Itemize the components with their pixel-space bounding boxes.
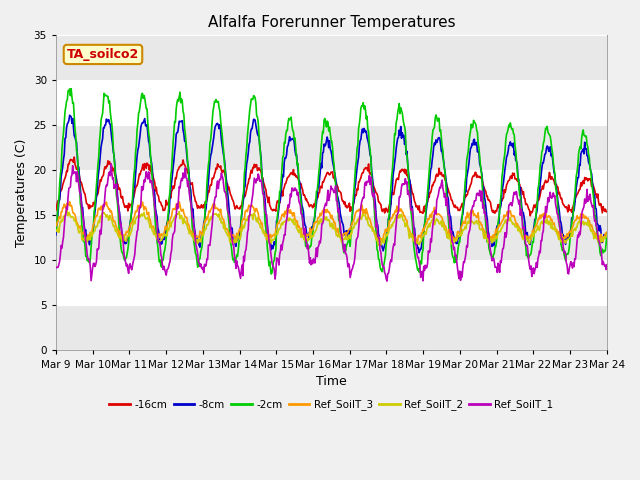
-2cm <box>120 252 127 258</box>
-8cm <box>52 232 60 238</box>
-16cm <box>205 188 212 193</box>
-16cm <box>175 164 183 170</box>
Ref_SoilT_2 <box>205 221 212 227</box>
-16cm <box>527 213 534 219</box>
-2cm <box>416 263 424 268</box>
Ref_SoilT_2 <box>62 209 70 215</box>
Ref_SoilT_2 <box>120 234 127 240</box>
-8cm <box>175 119 183 124</box>
-8cm <box>62 135 70 141</box>
Ref_SoilT_3 <box>205 212 212 217</box>
Bar <box>56 125 607 170</box>
-8cm <box>603 230 611 236</box>
Ref_SoilT_1 <box>62 212 70 218</box>
Ref_SoilT_1 <box>107 161 115 167</box>
Line: -16cm: -16cm <box>56 157 607 216</box>
-2cm <box>175 94 183 99</box>
Ref_SoilT_3 <box>66 199 74 204</box>
-8cm <box>399 134 407 140</box>
-8cm <box>205 180 212 185</box>
-16cm <box>120 200 127 205</box>
Ref_SoilT_1 <box>175 184 183 190</box>
Ref_SoilT_1 <box>205 242 212 248</box>
Ref_SoilT_3 <box>175 199 183 204</box>
Ref_SoilT_3 <box>399 210 407 216</box>
Ref_SoilT_3 <box>120 232 127 238</box>
-8cm <box>416 247 424 252</box>
Ref_SoilT_1 <box>120 240 127 246</box>
Bar <box>56 216 607 261</box>
Ref_SoilT_3 <box>415 233 423 239</box>
-16cm <box>415 203 423 209</box>
Line: Ref_SoilT_2: Ref_SoilT_2 <box>56 210 607 246</box>
-16cm <box>52 207 60 213</box>
Title: Alfalfa Forerunner Temperatures: Alfalfa Forerunner Temperatures <box>207 15 455 30</box>
-2cm <box>52 227 60 233</box>
Line: Ref_SoilT_3: Ref_SoilT_3 <box>56 202 607 242</box>
-8cm <box>66 112 74 118</box>
Bar <box>56 36 607 80</box>
Y-axis label: Temperatures (C): Temperatures (C) <box>15 139 28 247</box>
Ref_SoilT_1 <box>383 278 391 284</box>
-16cm <box>70 154 78 160</box>
-2cm <box>205 162 212 168</box>
-2cm <box>400 121 408 127</box>
Bar <box>56 305 607 350</box>
Ref_SoilT_3 <box>603 229 611 235</box>
Line: -8cm: -8cm <box>56 115 607 252</box>
-2cm <box>67 86 75 92</box>
Ref_SoilT_2 <box>376 243 383 249</box>
Legend: -16cm, -8cm, -2cm, Ref_SoilT_3, Ref_SoilT_2, Ref_SoilT_1: -16cm, -8cm, -2cm, Ref_SoilT_3, Ref_Soil… <box>105 396 557 415</box>
Ref_SoilT_1 <box>52 265 60 271</box>
-8cm <box>415 250 423 255</box>
Ref_SoilT_2 <box>400 217 408 223</box>
Ref_SoilT_2 <box>416 239 424 245</box>
Ref_SoilT_2 <box>52 227 60 233</box>
Ref_SoilT_3 <box>52 222 60 228</box>
-2cm <box>603 230 611 236</box>
X-axis label: Time: Time <box>316 375 347 388</box>
Line: -2cm: -2cm <box>56 89 607 274</box>
-16cm <box>603 209 611 215</box>
Ref_SoilT_1 <box>400 181 408 187</box>
Ref_SoilT_2 <box>63 207 70 213</box>
Ref_SoilT_1 <box>416 264 424 269</box>
Ref_SoilT_2 <box>603 232 611 238</box>
Ref_SoilT_3 <box>62 205 70 211</box>
Ref_SoilT_2 <box>175 209 183 215</box>
-16cm <box>399 168 407 173</box>
Ref_SoilT_3 <box>599 239 607 245</box>
-8cm <box>120 237 127 243</box>
Text: TA_soilco2: TA_soilco2 <box>67 48 139 61</box>
Line: Ref_SoilT_1: Ref_SoilT_1 <box>56 164 607 281</box>
-2cm <box>268 271 275 277</box>
Ref_SoilT_1 <box>603 262 611 267</box>
-16cm <box>62 173 70 179</box>
-2cm <box>62 104 70 110</box>
